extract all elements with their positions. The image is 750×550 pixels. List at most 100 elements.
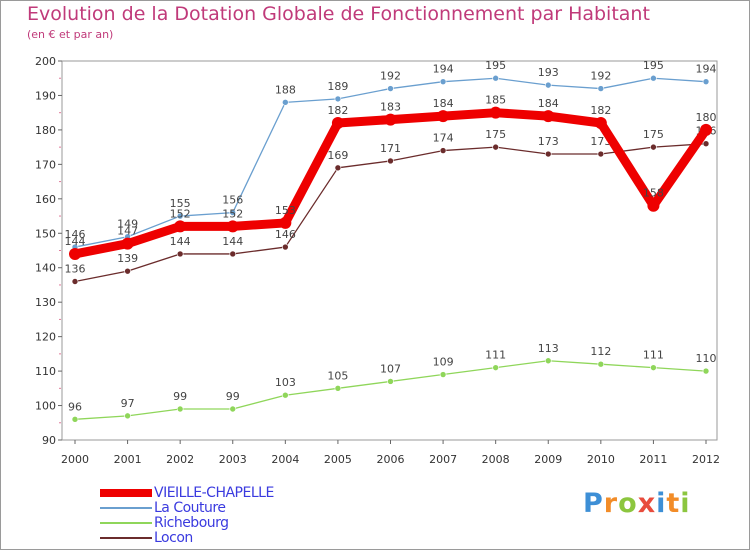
data-label-la-couture: 195: [485, 59, 506, 72]
data-point-richebourg: [597, 360, 605, 368]
y-tick-label: 140: [35, 262, 56, 275]
data-label-locon: 175: [643, 128, 664, 141]
x-tick-label: 2008: [482, 453, 510, 466]
data-label-locon: 173: [538, 135, 559, 148]
legend-swatch: [100, 507, 152, 509]
data-label-la-couture: 192: [590, 70, 611, 83]
logo-letter: o: [618, 488, 638, 519]
data-label-vieille-chapelle: 182: [327, 104, 348, 117]
data-label-locon: 136: [65, 263, 86, 276]
data-point-la-couture: [544, 81, 552, 89]
data-label-locon: 146: [275, 228, 296, 241]
data-point-locon: [702, 140, 710, 147]
data-point-richebourg: [71, 416, 79, 423]
legend-label: La Couture: [154, 500, 226, 516]
data-label-vieille-chapelle: 184: [538, 97, 559, 110]
data-label-locon: 139: [117, 252, 138, 265]
data-point-vieille-chapelle: [647, 199, 660, 212]
data-label-richebourg: 111: [485, 349, 506, 362]
logo-letter: P: [583, 488, 604, 519]
legend-swatch: [100, 489, 152, 497]
data-point-richebourg: [229, 405, 237, 413]
data-point-la-couture: [702, 78, 710, 85]
data-label-richebourg: 112: [590, 345, 611, 358]
plot-area: [61, 60, 718, 441]
data-point-locon: [334, 164, 342, 172]
data-label-richebourg: 96: [68, 400, 82, 413]
proxiti-logo: Proxiti: [583, 488, 691, 519]
data-point-locon: [650, 143, 657, 151]
data-label-la-couture: 146: [65, 228, 86, 241]
data-label-locon: 174: [433, 132, 454, 145]
data-point-vieille-chapelle: [384, 113, 397, 126]
data-point-la-couture: [387, 85, 394, 92]
data-point-vieille-chapelle: [700, 123, 712, 136]
data-point-locon: [492, 143, 499, 151]
data-label-richebourg: 109: [433, 356, 454, 369]
chart-subtitle: (en € et par an): [27, 28, 114, 41]
data-label-vieille-chapelle: 180: [696, 111, 717, 124]
data-label-vieille-chapelle: 152: [222, 207, 243, 220]
data-label-richebourg: 103: [275, 376, 296, 389]
x-tick-label: 2003: [219, 453, 247, 466]
data-label-richebourg: 111: [643, 349, 664, 362]
data-label-vieille-chapelle: 152: [170, 207, 191, 220]
data-label-vieille-chapelle: 147: [117, 225, 138, 238]
y-tick-label: 120: [35, 331, 56, 344]
data-label-la-couture: 189: [327, 80, 348, 93]
data-point-locon: [439, 147, 447, 154]
data-point-locon: [387, 157, 394, 165]
x-tick-label: 2012: [692, 453, 720, 466]
logo-letter: r: [603, 488, 619, 519]
y-tick-label: 110: [35, 365, 56, 378]
data-point-la-couture: [597, 85, 605, 92]
legend-label: Locon: [154, 530, 193, 546]
data-point-vieille-chapelle: [279, 216, 292, 229]
data-point-richebourg: [176, 405, 184, 413]
data-point-richebourg: [702, 367, 710, 375]
data-point-richebourg: [334, 385, 342, 392]
data-point-locon: [282, 243, 289, 251]
data-point-vieille-chapelle: [489, 106, 502, 119]
data-point-vieille-chapelle: [121, 237, 134, 250]
data-label-la-couture: 192: [380, 70, 401, 83]
x-tick-label: 2010: [587, 453, 615, 466]
data-point-la-couture: [334, 95, 342, 103]
legend-label: VIEILLE-CHAPELLE: [154, 485, 274, 501]
data-label-locon: 144: [222, 235, 243, 248]
data-label-la-couture: 156: [222, 194, 243, 207]
data-point-richebourg: [492, 364, 499, 371]
data-point-richebourg: [387, 378, 394, 385]
data-label-la-couture: 194: [433, 63, 454, 76]
x-tick-label: 2011: [639, 453, 667, 466]
data-label-richebourg: 105: [327, 369, 348, 382]
data-label-locon: 144: [170, 235, 191, 248]
x-tick-label: 2004: [271, 453, 299, 466]
x-tick-label: 2001: [114, 453, 142, 466]
logo-letter: i: [656, 488, 667, 519]
data-label-la-couture: 194: [696, 63, 717, 76]
data-label-locon: 171: [380, 142, 401, 155]
y-tick-label: 100: [35, 400, 56, 413]
chart-title: Evolution de la Dotation Globale de Fonc…: [27, 3, 650, 25]
data-label-vieille-chapelle: 158: [643, 187, 664, 200]
data-label-la-couture: 149: [117, 218, 138, 231]
legend-label: Richebourg: [154, 515, 229, 531]
y-tick-label: 170: [35, 158, 56, 171]
data-point-locon: [124, 267, 131, 275]
data-point-la-couture: [229, 209, 237, 216]
x-tick-label: 2009: [534, 453, 562, 466]
data-label-vieille-chapelle: 183: [380, 101, 401, 114]
x-tick-label: 2007: [429, 453, 457, 466]
logo-letter: t: [666, 488, 681, 519]
y-tick-label: 90: [42, 434, 56, 447]
data-point-la-couture: [176, 212, 184, 220]
data-label-richebourg: 99: [173, 390, 187, 403]
data-label-richebourg: 113: [538, 342, 559, 355]
data-point-richebourg: [650, 364, 657, 371]
data-label-la-couture: 188: [275, 83, 296, 96]
logo-letter: i: [680, 488, 691, 519]
data-label-la-couture: 195: [643, 59, 664, 72]
y-tick-label: 180: [35, 124, 56, 137]
data-point-vieille-chapelle: [331, 117, 344, 130]
